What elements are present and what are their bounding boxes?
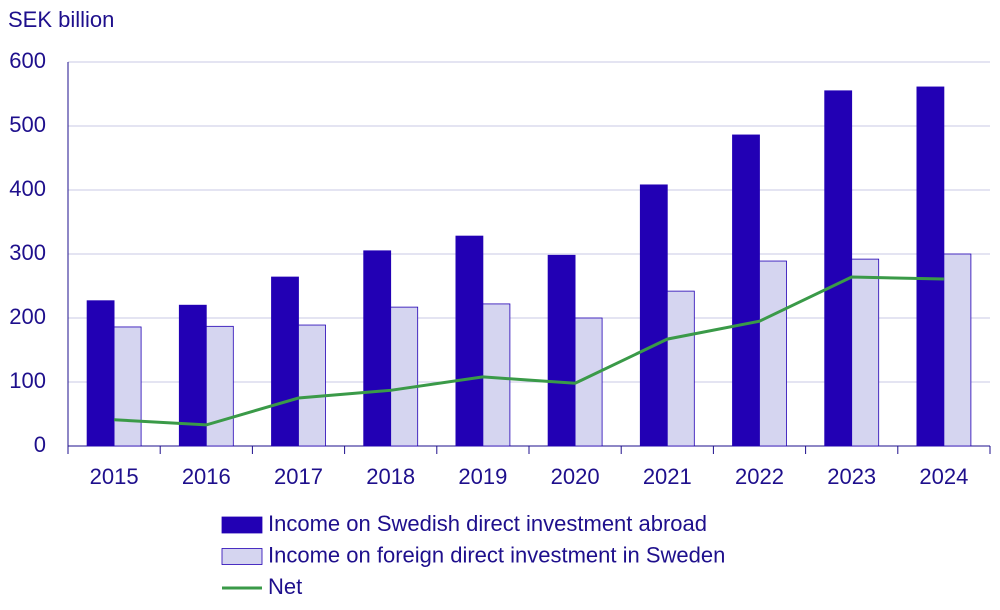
- y-tick-label: 0: [34, 432, 46, 457]
- bar: [86, 300, 115, 447]
- y-tick-label: 500: [9, 112, 46, 137]
- line: [114, 275, 944, 427]
- bar: [732, 134, 760, 447]
- legend-swatch: [221, 516, 263, 534]
- bar: [824, 90, 853, 447]
- x-tick-label: 2022: [735, 464, 784, 489]
- y-tick-label: 600: [9, 48, 46, 73]
- x-tick-label: 2015: [90, 464, 139, 489]
- x-tick-label: 2018: [366, 464, 415, 489]
- x-tick-label: 2021: [643, 464, 692, 489]
- x-tick-label: 2020: [551, 464, 600, 489]
- bar: [455, 235, 484, 447]
- x-tick-label: 2016: [182, 464, 231, 489]
- bar: [547, 254, 576, 447]
- x-tick-label: 2019: [458, 464, 507, 489]
- legend-label: Income on foreign direct investment in S…: [268, 542, 725, 567]
- y-axis-label: SEK billion: [8, 7, 114, 32]
- bar: [271, 276, 299, 447]
- bar: [943, 253, 972, 447]
- legend-label: Net: [268, 574, 302, 599]
- bar: [916, 86, 945, 447]
- bar: [298, 324, 326, 447]
- legend-label: Income on Swedish direct investment abro…: [268, 511, 707, 536]
- x-tick-label: 2024: [919, 464, 968, 489]
- y-tick-label: 300: [9, 240, 46, 265]
- bar: [390, 306, 419, 447]
- x-tick-label: 2017: [274, 464, 323, 489]
- bar: [851, 258, 880, 447]
- bar: [363, 250, 392, 447]
- bar: [482, 303, 511, 447]
- bar: [666, 290, 695, 447]
- bar: [759, 260, 787, 447]
- bar: [113, 326, 142, 447]
- bar: [205, 325, 234, 447]
- legend-swatch: [221, 548, 263, 565]
- x-tick-label: 2023: [827, 464, 876, 489]
- y-tick-label: 400: [9, 176, 46, 201]
- bar: [639, 184, 668, 447]
- y-tick-label: 100: [9, 368, 46, 393]
- y-tick-label: 200: [9, 304, 46, 329]
